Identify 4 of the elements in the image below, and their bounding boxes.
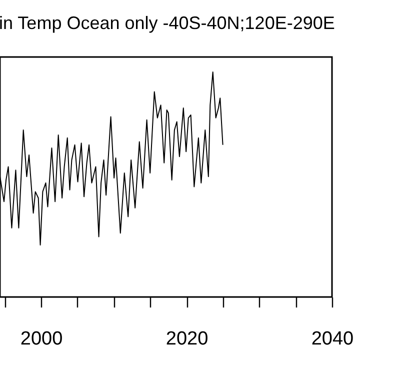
x-tick-label: 2040 (311, 328, 354, 350)
chart-title: in Temp Ocean only -40S-40N;120E-290E (0, 13, 335, 33)
x-tick-label: 2020 (166, 328, 208, 350)
x-tick-label: 2000 (20, 328, 63, 350)
